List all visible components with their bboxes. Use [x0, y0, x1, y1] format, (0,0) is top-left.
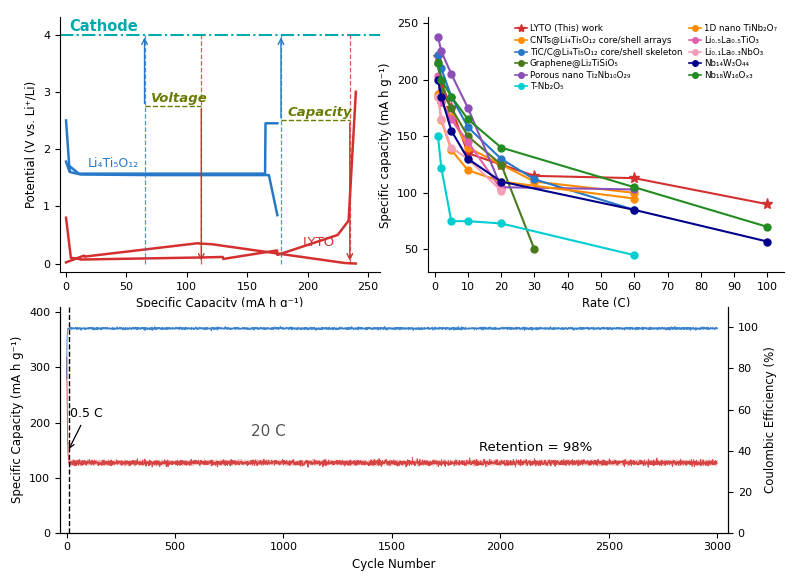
Text: 20 C: 20 C — [251, 424, 286, 439]
Nb₁₄W₃O₄₄ — [463, 155, 473, 162]
CNTs@Li₄Ti₅O₁₂ core/shell arrays — [437, 99, 446, 106]
Li₀.₁La₀.₃NbO₃ — [496, 187, 506, 194]
Graphene@Li₂TiSiO₅ — [463, 133, 473, 140]
Nb₁₈W₁₆Oₓ₃ — [630, 184, 639, 190]
Graphene@Li₂TiSiO₅ — [437, 87, 446, 94]
TiC/C@Li₄Ti₅O₁₂ core/shell skeleton — [437, 65, 446, 72]
1D nano TiNb₂O₇ — [446, 146, 456, 153]
1D nano TiNb₂O₇ — [630, 195, 639, 202]
Porous nano Ti₂Nb₁₀O₂₉ — [437, 48, 446, 55]
TiC/C@Li₄Ti₅O₁₂ core/shell skeleton — [446, 93, 456, 100]
T-Nb₂O₅ — [433, 133, 442, 140]
LYTO (This) work — [496, 161, 506, 168]
Porous nano Ti₂Nb₁₀O₂₉ — [446, 71, 456, 78]
CNTs@Li₄Ti₅O₁₂ core/shell arrays — [496, 161, 506, 168]
Li₀.₁La₀.₃NbO₃ — [437, 116, 446, 123]
Y-axis label: Specific Capacity (mA h g⁻¹): Specific Capacity (mA h g⁻¹) — [10, 336, 23, 504]
LYTO (This) work — [437, 79, 446, 86]
T-Nb₂O₅ — [630, 252, 639, 259]
Nb₁₄W₃O₄₄ — [433, 76, 442, 83]
Line: LYTO (This) work: LYTO (This) work — [433, 52, 773, 210]
LYTO (This) work — [446, 104, 456, 111]
Graphene@Li₂TiSiO₅ — [433, 59, 442, 66]
Graphene@Li₂TiSiO₅ — [446, 104, 456, 111]
Nb₁₈W₁₆Oₓ₃ — [433, 59, 442, 66]
Line: T-Nb₂O₅: T-Nb₂O₅ — [434, 133, 638, 259]
X-axis label: Specific Capacity (mA h g⁻¹): Specific Capacity (mA h g⁻¹) — [136, 298, 304, 310]
LYTO (This) work — [530, 173, 539, 179]
Y-axis label: Specific capacity (mA h g⁻¹): Specific capacity (mA h g⁻¹) — [378, 62, 391, 228]
1D nano TiNb₂O₇ — [496, 178, 506, 185]
CNTs@Li₄Ti₅O₁₂ core/shell arrays — [630, 189, 639, 196]
Text: Cathode: Cathode — [70, 19, 138, 34]
Porous nano Ti₂Nb₁₀O₂₉ — [496, 184, 506, 190]
1D nano TiNb₂O₇ — [433, 91, 442, 98]
T-Nb₂O₅ — [463, 218, 473, 225]
Nb₁₈W₁₆Oₓ₃ — [437, 76, 446, 83]
Graphene@Li₂TiSiO₅ — [496, 161, 506, 168]
Li₀.₅La₀.₅TiO₃ — [433, 73, 442, 80]
LYTO (This) work — [630, 175, 639, 182]
CNTs@Li₄Ti₅O₁₂ core/shell arrays — [463, 144, 473, 151]
Text: Li₄Ti₅O₁₂: Li₄Ti₅O₁₂ — [88, 157, 139, 170]
Graphene@Li₂TiSiO₅ — [530, 246, 539, 253]
Li₀.₅La₀.₅TiO₃ — [463, 138, 473, 145]
Nb₁₄W₃O₄₄ — [446, 127, 456, 134]
Text: Voltage: Voltage — [150, 92, 207, 105]
X-axis label: Rate (C): Rate (C) — [582, 298, 630, 310]
Text: LYTO: LYTO — [302, 236, 335, 250]
Li₀.₁La₀.₃NbO₃ — [433, 93, 442, 100]
TiC/C@Li₄Ti₅O₁₂ core/shell skeleton — [530, 176, 539, 183]
Nb₁₈W₁₆Oₓ₃ — [496, 144, 506, 151]
Porous nano Ti₂Nb₁₀O₂₉ — [433, 33, 442, 40]
Nb₁₄W₃O₄₄ — [496, 178, 506, 185]
Legend: LYTO (This) work, CNTs@Li₄Ti₅O₁₂ core/shell arrays, TiC/C@Li₄Ti₅O₁₂ core/shell s: LYTO (This) work, CNTs@Li₄Ti₅O₁₂ core/sh… — [512, 22, 780, 94]
Li₀.₅La₀.₅TiO₃ — [446, 116, 456, 123]
Line: Porous nano Ti₂Nb₁₀O₂₉: Porous nano Ti₂Nb₁₀O₂₉ — [434, 33, 638, 193]
T-Nb₂O₅ — [446, 218, 456, 225]
Line: Li₀.₅La₀.₅TiO₃: Li₀.₅La₀.₅TiO₃ — [434, 73, 505, 193]
Nb₁₈W₁₆Oₓ₃ — [446, 93, 456, 100]
TiC/C@Li₄Ti₅O₁₂ core/shell skeleton — [630, 206, 639, 213]
LYTO (This) work — [463, 150, 473, 157]
Li₀.₅La₀.₅TiO₃ — [437, 99, 446, 106]
Li₀.₁La₀.₃NbO₃ — [446, 144, 456, 151]
Line: TiC/C@Li₄Ti₅O₁₂ core/shell skeleton: TiC/C@Li₄Ti₅O₁₂ core/shell skeleton — [434, 52, 638, 213]
CNTs@Li₄Ti₅O₁₂ core/shell arrays — [446, 113, 456, 120]
Y-axis label: Potential (V vs. Li⁺/Li): Potential (V vs. Li⁺/Li) — [25, 81, 38, 208]
TiC/C@Li₄Ti₅O₁₂ core/shell skeleton — [496, 155, 506, 162]
1D nano TiNb₂O₇ — [463, 167, 473, 174]
Line: Graphene@Li₂TiSiO₅: Graphene@Li₂TiSiO₅ — [434, 59, 538, 253]
Nb₁₄W₃O₄₄ — [762, 238, 772, 245]
Text: Capacity: Capacity — [287, 107, 352, 119]
LYTO (This) work — [433, 53, 442, 60]
Porous nano Ti₂Nb₁₀O₂₉ — [630, 186, 639, 193]
Nb₁₄W₃O₄₄ — [630, 206, 639, 213]
Text: Retention = 98%: Retention = 98% — [478, 441, 592, 454]
Nb₁₈W₁₆Oₓ₃ — [762, 223, 772, 230]
T-Nb₂O₅ — [496, 220, 506, 227]
Text: 0.5 C: 0.5 C — [70, 407, 103, 448]
Line: Nb₁₄W₃O₄₄: Nb₁₄W₃O₄₄ — [434, 76, 771, 245]
LYTO (This) work — [762, 201, 772, 208]
T-Nb₂O₅ — [437, 164, 446, 171]
TiC/C@Li₄Ti₅O₁₂ core/shell skeleton — [433, 52, 442, 58]
Li₀.₁La₀.₃NbO₃ — [463, 155, 473, 162]
Line: CNTs@Li₄Ti₅O₁₂ core/shell arrays: CNTs@Li₄Ti₅O₁₂ core/shell arrays — [434, 93, 638, 196]
Li₀.₅La₀.₅TiO₃ — [496, 186, 506, 193]
CNTs@Li₄Ti₅O₁₂ core/shell arrays — [433, 93, 442, 100]
Nb₁₄W₃O₄₄ — [437, 93, 446, 100]
Porous nano Ti₂Nb₁₀O₂₉ — [463, 104, 473, 111]
Nb₁₈W₁₆Oₓ₃ — [463, 116, 473, 123]
CNTs@Li₄Ti₅O₁₂ core/shell arrays — [530, 178, 539, 185]
Line: Li₀.₁La₀.₃NbO₃: Li₀.₁La₀.₃NbO₃ — [434, 93, 505, 194]
Line: 1D nano TiNb₂O₇: 1D nano TiNb₂O₇ — [434, 91, 638, 202]
TiC/C@Li₄Ti₅O₁₂ core/shell skeleton — [463, 124, 473, 131]
X-axis label: Cycle Number: Cycle Number — [352, 558, 436, 571]
1D nano TiNb₂O₇ — [437, 117, 446, 124]
Line: Nb₁₈W₁₆Oₓ₃: Nb₁₈W₁₆Oₓ₃ — [434, 59, 771, 230]
Y-axis label: Coulombic Efficiency (%): Coulombic Efficiency (%) — [764, 346, 778, 493]
